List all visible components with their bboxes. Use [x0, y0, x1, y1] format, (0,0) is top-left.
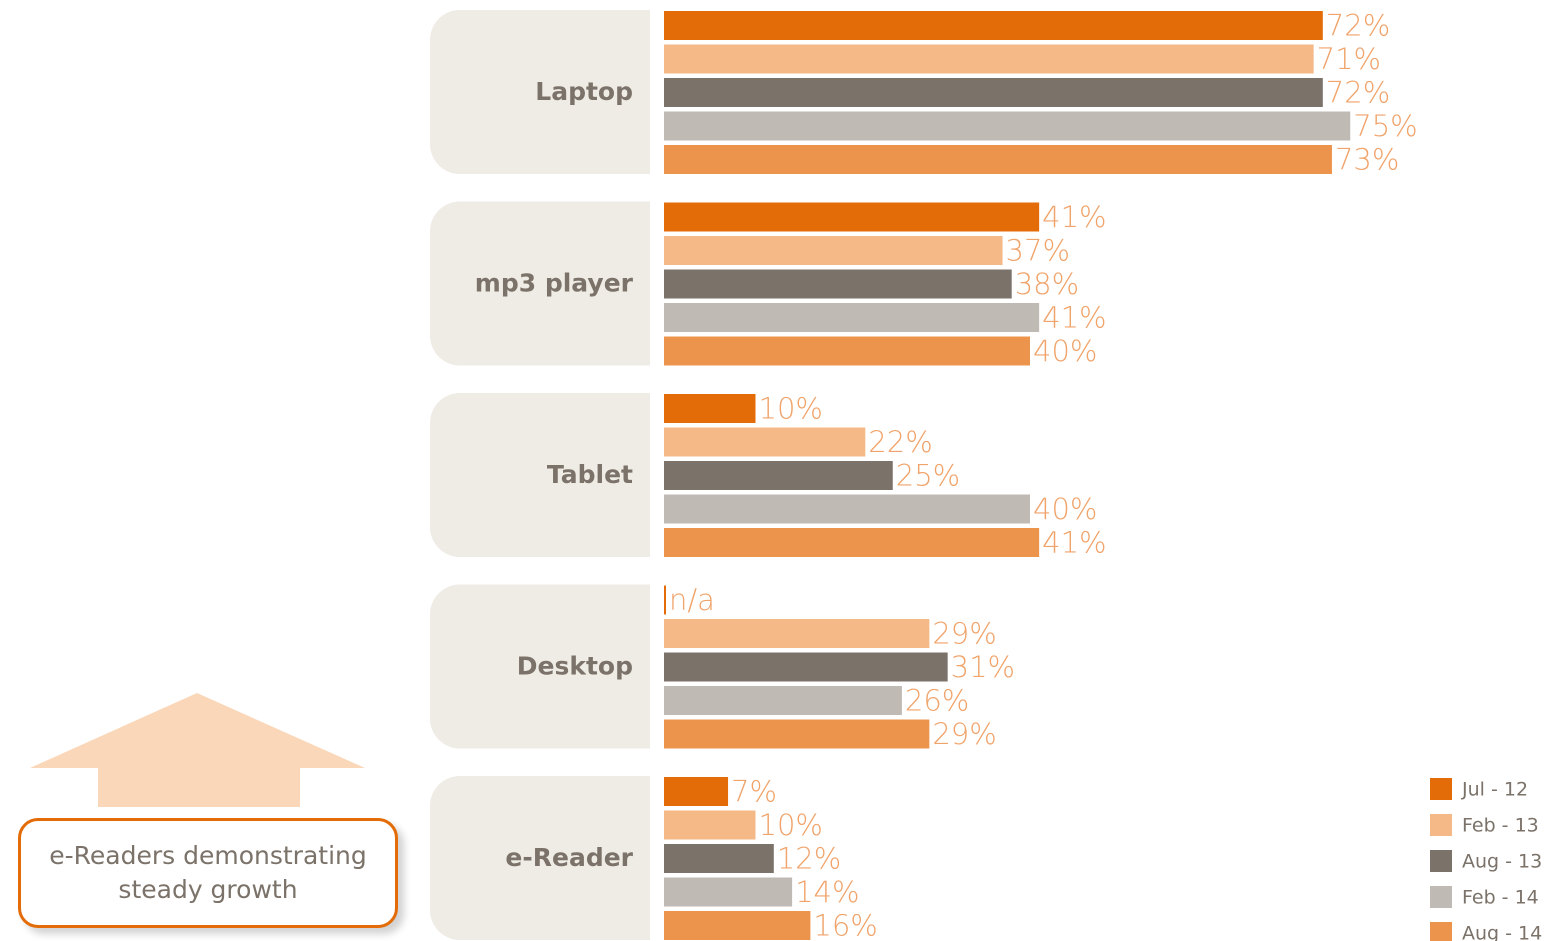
- bar: [664, 78, 1323, 107]
- bar: [664, 652, 948, 682]
- value-label: 10%: [759, 808, 823, 842]
- bar: [664, 336, 1030, 366]
- value-label: 40%: [1033, 492, 1097, 526]
- category-panel: [430, 584, 650, 749]
- value-label: 16%: [813, 909, 877, 941]
- bar: [664, 303, 1040, 332]
- bar: [664, 686, 902, 715]
- bar: [664, 44, 1314, 74]
- value-label: 22%: [868, 425, 932, 459]
- category-label: e-Reader: [505, 843, 633, 872]
- bar: [664, 528, 1040, 557]
- bar: [664, 777, 729, 806]
- bar: [664, 844, 774, 873]
- legend-swatch: [1430, 922, 1452, 941]
- bar: [664, 619, 930, 648]
- bar: [664, 461, 893, 490]
- bar: [664, 236, 1003, 265]
- category-panel: [430, 10, 650, 174]
- category-panel: [430, 201, 650, 366]
- value-label: 73%: [1335, 143, 1399, 177]
- category-label: mp3 player: [475, 269, 634, 298]
- bar: [664, 202, 1040, 232]
- bar: [664, 145, 1332, 174]
- value-label: 38%: [1015, 267, 1079, 301]
- bar: [664, 427, 866, 457]
- category-label: Laptop: [535, 77, 633, 106]
- value-label: 14%: [795, 875, 859, 909]
- value-label: 12%: [777, 842, 841, 876]
- value-label: 10%: [759, 392, 823, 426]
- bar: [664, 269, 1012, 299]
- value-label: 72%: [1326, 9, 1390, 43]
- value-label: 29%: [932, 717, 996, 751]
- legend-swatch: [1430, 886, 1452, 908]
- category-label: Desktop: [517, 652, 633, 681]
- annotation: e-Readers demonstrating steady growth: [18, 818, 398, 928]
- value-label: 41%: [1042, 301, 1106, 335]
- legend-label: Feb - 13: [1462, 815, 1539, 837]
- value-label: 71%: [1317, 42, 1381, 76]
- value-label: 40%: [1033, 334, 1097, 368]
- bar: [664, 911, 811, 940]
- na-marker: [664, 585, 666, 615]
- bar: [664, 810, 756, 840]
- value-label: 37%: [1006, 234, 1070, 268]
- legend-swatch: [1430, 814, 1452, 836]
- category-panel: [430, 776, 650, 940]
- bar: [664, 111, 1351, 141]
- value-label: 75%: [1353, 109, 1417, 143]
- legend-swatch: [1430, 850, 1452, 872]
- legend-label: Feb - 14: [1462, 887, 1539, 909]
- bar: [664, 719, 930, 749]
- legend-label: Aug - 13: [1462, 851, 1542, 873]
- value-label: 26%: [905, 684, 969, 718]
- growth-arrow: [30, 693, 365, 807]
- category-panel: [430, 393, 650, 557]
- legend-swatch: [1430, 778, 1452, 800]
- category-label: Tablet: [547, 460, 633, 489]
- value-label: 29%: [932, 617, 996, 651]
- value-label: 41%: [1042, 200, 1106, 234]
- value-label: 41%: [1042, 526, 1106, 560]
- value-label: 7%: [731, 775, 777, 809]
- bar: [664, 11, 1323, 40]
- value-label: n/a: [669, 583, 715, 617]
- value-label: 25%: [896, 459, 960, 493]
- value-label: 31%: [951, 650, 1015, 684]
- legend-label: Aug - 14: [1462, 923, 1542, 941]
- bar: [664, 394, 756, 423]
- bar: [664, 877, 793, 907]
- legend-label: Jul - 12: [1461, 779, 1528, 801]
- bar: [664, 494, 1030, 524]
- value-label: 72%: [1326, 76, 1390, 110]
